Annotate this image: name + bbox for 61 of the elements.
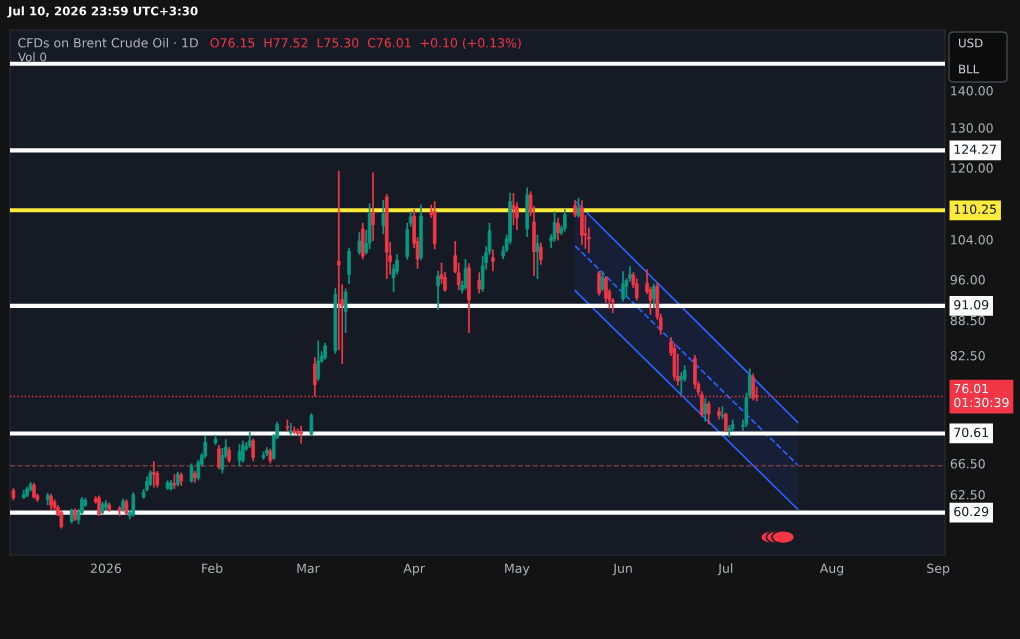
- y-tick-label: 66.50: [950, 458, 985, 469]
- candlestick: [371, 171, 375, 242]
- candlestick: [381, 199, 386, 236]
- candlestick: [679, 371, 684, 395]
- x-tick-label: Apr: [403, 563, 425, 576]
- text: O76.15 H77.52 L75.30 C76.01 +0.10 (+0.13%): [210, 37, 521, 50]
- text: USD: [959, 38, 983, 48]
- candlestick: [217, 444, 221, 471]
- y-tick-label: 96.00: [950, 275, 985, 285]
- candlestick: [251, 437, 255, 463]
- candlestick: [241, 439, 245, 464]
- candlestick: [511, 192, 516, 227]
- ref-line-label: 76.01 01:30:39: [954, 383, 1009, 408]
- y-tick-label: 104.00: [951, 234, 993, 245]
- candlestick: [491, 248, 495, 273]
- candlestick: [237, 443, 242, 468]
- text: Jul 10, 2026 23:59 UTC+3:30: [7, 6, 198, 18]
- ref-line-label: 60.29: [954, 506, 989, 517]
- candlestick: [556, 216, 560, 242]
- text: CFDs on Brent Crude Oil · 1D: [18, 37, 198, 48]
- candlestick: [706, 400, 711, 426]
- candlestick: [131, 491, 136, 518]
- x-tick-label: Jun: [612, 563, 632, 576]
- x-tick-label: May: [505, 563, 530, 576]
- x-tick-label: Sep: [927, 563, 950, 576]
- x-tick-label: Aug: [819, 563, 844, 576]
- annotation: Vol 0: [18, 52, 47, 62]
- ref-line-label: 110.25: [954, 204, 996, 214]
- y-tick-label: 88.50: [950, 315, 985, 326]
- y-tick-label: 120.00: [951, 163, 993, 173]
- candlestick: [703, 397, 708, 423]
- x-tick-label: 2026: [90, 563, 122, 574]
- candlestick: [357, 231, 362, 256]
- text: BLL: [959, 64, 980, 74]
- candlestick: [309, 412, 314, 437]
- ref-line-label: 70.61: [954, 427, 988, 438]
- candlestick: [152, 460, 156, 489]
- candlestick: [621, 270, 625, 303]
- candlestick: [343, 287, 348, 334]
- candlestick: [347, 246, 351, 286]
- ref-line-label: 91.09: [954, 300, 989, 310]
- x-tick-label: Feb: [202, 563, 223, 574]
- candlestick: [97, 494, 101, 517]
- y-tick-label: 130.00: [951, 123, 993, 133]
- candlestick: [436, 269, 440, 311]
- candlestick: [563, 208, 567, 233]
- candlestick: [751, 372, 755, 402]
- candlestick: [539, 241, 543, 266]
- candlestick: [477, 271, 481, 295]
- y-tick-label: 140.00: [951, 86, 993, 96]
- x-tick-label: Jul: [717, 563, 733, 576]
- candlestick: [600, 270, 605, 293]
- ref-line-label: 124.27: [954, 144, 996, 154]
- y-tick-label: 62.50: [950, 490, 985, 500]
- candlestick: [299, 424, 303, 445]
- y-tick-label: 82.50: [950, 350, 985, 361]
- candlestick: [289, 422, 293, 436]
- candlestick: [463, 258, 468, 291]
- candlestick: [59, 509, 64, 530]
- candlestick: [597, 269, 601, 297]
- x-tick-label: Mar: [297, 563, 320, 574]
